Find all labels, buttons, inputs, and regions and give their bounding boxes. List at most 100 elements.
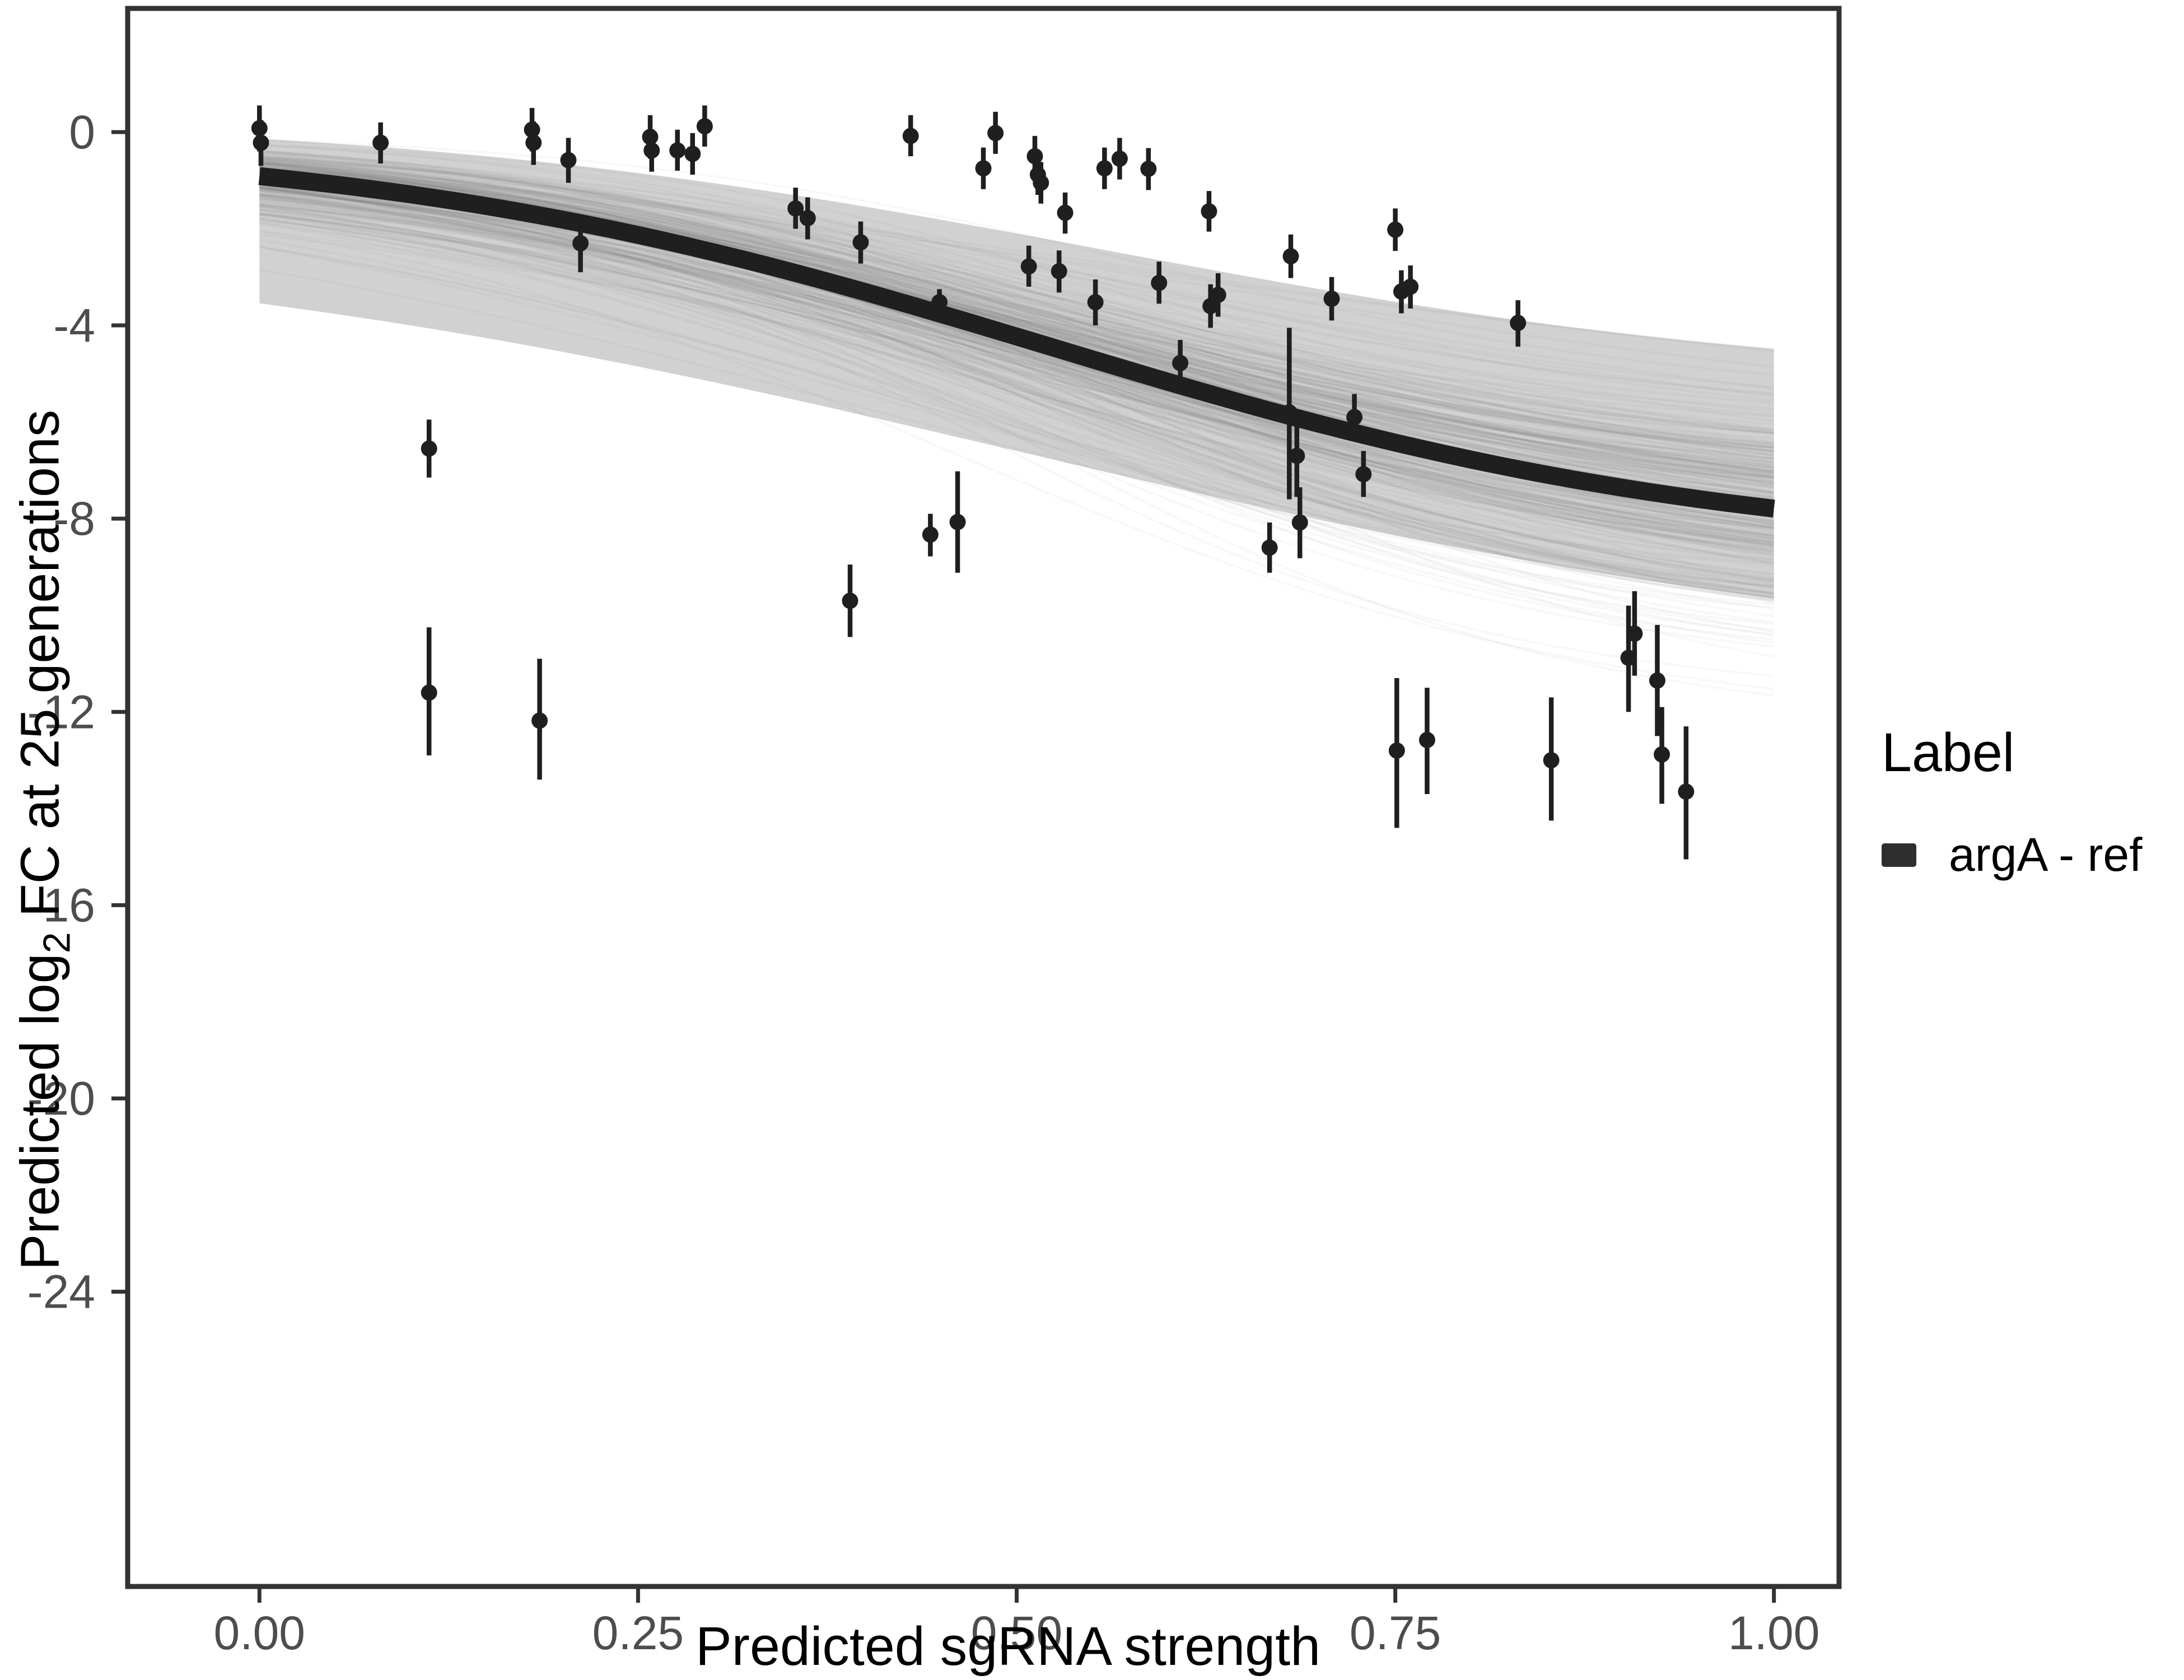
x-tick-label: 1.00 [1728, 1607, 1820, 1659]
data-point [1261, 539, 1278, 556]
posterior-draw-line [259, 197, 1774, 426]
posterior-draw-line [259, 167, 1774, 464]
posterior-draw-line [259, 198, 1774, 587]
posterior-draw-line [259, 160, 1774, 449]
legend-item: argA - ref [1882, 828, 2142, 882]
posterior-draw-line [259, 202, 1774, 567]
posterior-draw-line [259, 167, 1774, 460]
posterior-draw-line [259, 165, 1774, 479]
posterior-draw-line [259, 186, 1774, 530]
posterior-draw-line [259, 268, 1774, 600]
posterior-draw-line [259, 193, 1774, 595]
posterior-draw-line [259, 216, 1774, 599]
posterior-draw-line [259, 186, 1774, 589]
posterior-draw-line [259, 156, 1774, 443]
data-point [1282, 248, 1299, 265]
posterior-draw-line [259, 186, 1774, 545]
posterior-draw-line [259, 192, 1774, 595]
data-point [1355, 466, 1372, 483]
posterior-draw-line [259, 150, 1774, 610]
posterior-draw-line [259, 162, 1774, 529]
data-point [1402, 278, 1419, 295]
posterior-draw-line [259, 189, 1774, 477]
posterior-draw-line [259, 213, 1774, 523]
data-point [572, 235, 589, 251]
data-point [1096, 160, 1113, 177]
posterior-draw-line [259, 220, 1774, 410]
posterior-draw-line [259, 161, 1774, 395]
posterior-draw-line [259, 162, 1774, 398]
posterior-draw-line [259, 195, 1774, 534]
data-point [1111, 150, 1128, 167]
posterior-draw-line [259, 154, 1774, 434]
posterior-draw-line [259, 185, 1774, 549]
posterior-draw-line [259, 158, 1774, 494]
posterior-draw-line [259, 209, 1774, 536]
posterior-draw-line [259, 168, 1774, 432]
posterior-draw-line [259, 214, 1774, 624]
posterior-draw-line [259, 212, 1774, 540]
posterior-draw-line [259, 143, 1774, 452]
y-axis-title-text: Predicted log [9, 953, 71, 1271]
posterior-draw-line [259, 194, 1775, 586]
posterior-draw-line [259, 166, 1774, 464]
posterior-draw-line [259, 204, 1775, 595]
x-axis-title: Predicted sgRNA strength [695, 1616, 1321, 1677]
x-tick-label: 0.00 [214, 1607, 306, 1659]
data-point [1388, 742, 1405, 759]
data-point [1172, 354, 1189, 371]
y-tick-label: -20 [27, 1072, 95, 1125]
y-tick-label: -24 [27, 1266, 95, 1318]
posterior-draw-line [259, 168, 1774, 390]
data-point [975, 160, 992, 177]
posterior-draw-line [259, 156, 1774, 494]
posterior-draw-line [259, 188, 1774, 529]
posterior-draw-line [259, 212, 1775, 557]
data-point [253, 134, 269, 151]
data-point [1033, 174, 1049, 191]
posterior-draw-line [259, 160, 1775, 603]
data-point [643, 142, 660, 159]
posterior-draw-line [259, 173, 1774, 423]
data-point [1087, 294, 1104, 311]
data-point [560, 152, 577, 169]
posterior-draw-line [259, 160, 1774, 431]
posterior-draw-line [259, 150, 1774, 440]
posterior-draw-line [259, 195, 1774, 417]
posterior-draw-line [259, 155, 1774, 457]
data-point [1346, 409, 1363, 426]
posterior-draw-line [259, 221, 1774, 529]
posterior-draw-line [259, 206, 1774, 606]
posterior-draw-line [259, 162, 1774, 445]
data-point [852, 234, 869, 251]
posterior-draw-line [259, 186, 1774, 552]
y-tick-label: -12 [27, 685, 95, 738]
posterior-draw-line [259, 166, 1774, 483]
posterior-draw-line [259, 245, 1774, 599]
posterior-draw-line [259, 168, 1774, 505]
data-point [372, 134, 389, 151]
data-point [799, 209, 816, 226]
y-tick-label: -8 [53, 492, 95, 545]
data-point [931, 294, 948, 311]
data-point [1151, 274, 1168, 291]
posterior-draw-line [259, 154, 1774, 431]
x-tick-label: 0.50 [971, 1607, 1063, 1659]
data-point [902, 128, 919, 144]
data-point [987, 125, 1004, 142]
posterior-draw-line [259, 144, 1774, 472]
posterior-draw-line [259, 169, 1774, 435]
data-point [1051, 263, 1067, 279]
posterior-draw-line [259, 180, 1774, 538]
posterior-draw-line [259, 183, 1774, 648]
panel-border [125, 6, 1842, 1589]
data-point [1210, 287, 1226, 304]
posterior-draw-line [259, 169, 1774, 402]
posterior-draw-line [259, 186, 1774, 626]
posterior-draw-line [259, 189, 1774, 547]
posterior-draw-line [259, 186, 1775, 599]
posterior-draw-line [259, 193, 1775, 604]
y-axis-title: Predicted log2 FC at 25 generations [8, 410, 78, 1271]
posterior-draw-line [259, 193, 1774, 536]
posterior-draw-line [259, 166, 1774, 368]
